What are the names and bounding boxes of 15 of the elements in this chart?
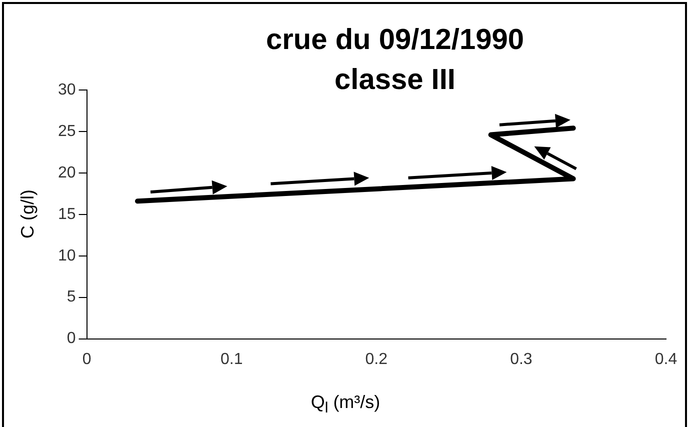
y-tick-label: 25	[58, 122, 76, 140]
y-tick-label: 5	[66, 288, 76, 306]
x-axis-title: Q$_{l}$ (m³/s)	[310, 392, 382, 417]
x-tick-label: 0	[82, 350, 92, 368]
y-tick-label: 0	[66, 330, 76, 348]
chart-title: crue du 09/12/1990 classe III	[265, 23, 525, 98]
x-tick-label: 0.3	[510, 350, 532, 368]
y-tick-label: 20	[58, 164, 76, 182]
y-tick-label: 15	[58, 206, 76, 223]
y-tick-label: 10	[58, 247, 76, 264]
y-tick-label: 30	[58, 81, 76, 98]
x-tick-label: 0.2	[365, 350, 388, 368]
y-axis-title: C (g/l)	[18, 190, 38, 238]
x-tick-label: 0.1	[220, 350, 243, 368]
x-tick-label: 0.4	[654, 350, 678, 368]
